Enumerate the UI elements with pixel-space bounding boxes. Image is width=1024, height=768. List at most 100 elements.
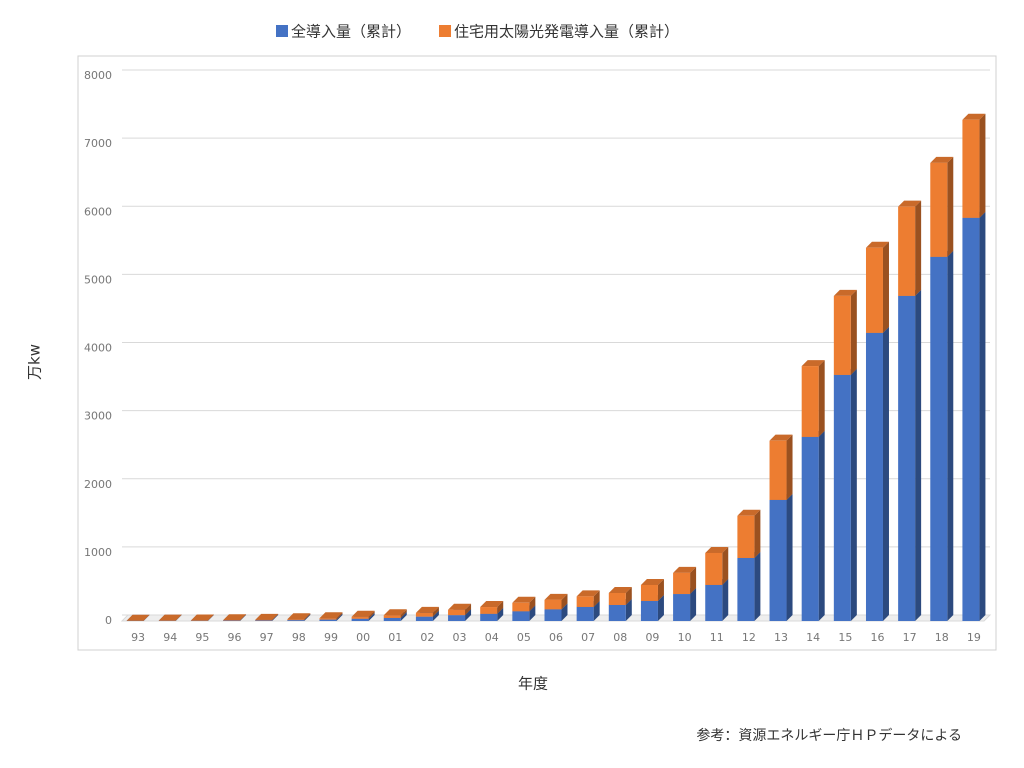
bar-side: [690, 566, 697, 595]
x-tick-label: 97: [260, 631, 274, 644]
bar-side: [625, 598, 632, 621]
bar: [287, 620, 305, 621]
bar-side: [915, 200, 922, 296]
y-tick-label: 4000: [84, 342, 112, 355]
bar: [319, 618, 337, 620]
bar-top: [833, 289, 857, 296]
bar: [833, 374, 851, 621]
y-tick-label: 5000: [84, 273, 112, 286]
y-tick-label: 0: [105, 614, 112, 627]
x-tick-label: 94: [163, 631, 177, 644]
bar-top: [737, 509, 761, 516]
bar-top: [544, 593, 568, 600]
bar: [319, 619, 337, 621]
bar-side: [400, 611, 407, 621]
bar: [480, 607, 498, 614]
bar: [544, 599, 562, 610]
bar: [640, 584, 658, 601]
x-tick-label: 02: [420, 631, 434, 644]
bar-side: [947, 250, 954, 621]
bar: [865, 332, 883, 621]
bar-side: [465, 609, 472, 621]
bar: [705, 552, 723, 585]
bar: [801, 436, 819, 621]
bar: [737, 515, 755, 558]
x-tick-label: 11: [710, 631, 724, 644]
bar-top: [190, 614, 214, 621]
y-tick-label: 8000: [84, 69, 112, 82]
bar: [673, 594, 691, 621]
bar-top: [319, 612, 343, 619]
bar-side: [754, 509, 761, 558]
x-tick-label: 05: [517, 631, 531, 644]
bar-side: [497, 607, 504, 621]
x-tick-label: 01: [388, 631, 402, 644]
bar-top: [576, 590, 600, 597]
bar-top: [608, 587, 632, 594]
bar: [640, 600, 658, 621]
x-tick-label: 19: [967, 631, 981, 644]
bar-side: [625, 587, 632, 605]
x-tick-label: 07: [581, 631, 595, 644]
bar-top: [448, 603, 472, 610]
x-tick-label: 04: [485, 631, 499, 644]
y-tick-label: 2000: [84, 478, 112, 491]
bar-top: [351, 610, 375, 617]
bar-side: [593, 600, 600, 621]
bar: [255, 619, 273, 621]
plot-frame: [77, 55, 997, 651]
x-tick-label: 99: [324, 631, 338, 644]
bar-side: [497, 601, 504, 614]
y-tick-label: 3000: [84, 410, 112, 423]
bar: [383, 615, 401, 618]
legend-label: 住宅用太陽光発電導入量（累計）: [454, 23, 679, 41]
x-tick-label: 95: [195, 631, 209, 644]
bar-top: [415, 606, 439, 613]
bar-top: [158, 614, 182, 621]
x-tick-label: 93: [131, 631, 145, 644]
bar-side: [657, 578, 664, 601]
bar: [415, 616, 433, 621]
bar-top: [512, 596, 536, 603]
bar-side: [529, 596, 536, 612]
bar: [737, 557, 755, 621]
bar: [576, 596, 594, 607]
x-tick-label: 06: [549, 631, 563, 644]
bar-top: [673, 566, 697, 573]
bar-top: [705, 546, 729, 553]
bar-side: [400, 609, 407, 618]
x-tick-label: 18: [935, 631, 949, 644]
bar: [769, 440, 787, 500]
bar: [769, 499, 787, 621]
x-axis-label: 年度: [518, 675, 548, 693]
bar-side: [722, 546, 729, 585]
bar-side: [850, 368, 857, 621]
x-tick-label: 96: [228, 631, 242, 644]
bar-side: [882, 241, 889, 333]
bar: [898, 295, 916, 621]
bar-side: [240, 614, 247, 621]
bar-side: [336, 612, 343, 620]
bar-top: [801, 360, 825, 367]
bar-side: [786, 493, 793, 621]
bar-top: [962, 113, 986, 120]
bar-top: [126, 614, 150, 621]
x-tick-label: 09: [645, 631, 659, 644]
bar: [962, 119, 980, 218]
bar-top: [930, 156, 954, 163]
legend-swatch: [439, 25, 452, 37]
bar-side: [979, 113, 986, 218]
bar: [673, 572, 691, 595]
y-tick-label: 7000: [84, 137, 112, 150]
bar: [930, 162, 948, 257]
bar-side: [432, 606, 439, 617]
bar-side: [561, 603, 568, 621]
y-axis-label: 万kw: [26, 344, 44, 380]
bar-side: [979, 211, 986, 621]
bar-top: [383, 609, 407, 616]
x-tick-label: 10: [678, 631, 692, 644]
x-tick-label: 03: [453, 631, 467, 644]
bar-top: [898, 200, 922, 207]
bar: [608, 593, 626, 605]
